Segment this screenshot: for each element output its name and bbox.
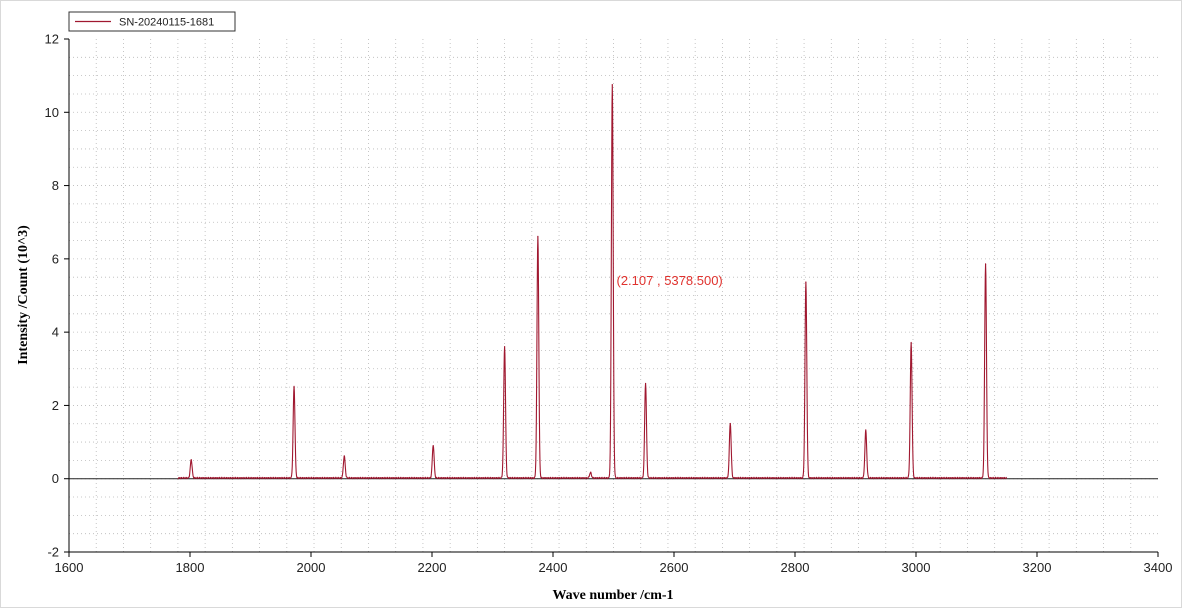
peak-point	[910, 342, 912, 344]
x-axis-title: Wave number /cm-1	[552, 588, 673, 603]
y-tick-label: 4	[52, 325, 59, 340]
y-tick-label: 12	[45, 32, 59, 47]
x-tick-label: 1600	[55, 560, 84, 575]
ticks: 1600 1800 2000 2200 2400 2600 2800 3000 3200 3400…	[45, 32, 1173, 576]
y-tick-label: 6	[52, 251, 59, 266]
x-tick-label: 3200	[1023, 560, 1052, 575]
legend[interactable]: SN-20240115-1681	[68, 11, 236, 32]
peak-point	[293, 386, 295, 388]
x-tick-label: 2800	[781, 560, 810, 575]
peak-point	[432, 445, 434, 447]
peak-point	[644, 382, 647, 385]
y-tick-label: 2	[52, 398, 59, 413]
peak-point	[984, 263, 987, 265]
spectrum-line[interactable]	[177, 84, 1008, 480]
axes	[68, 39, 1158, 553]
peak-point	[343, 456, 345, 458]
peak-point	[504, 346, 506, 348]
x-tick-label: 2000	[297, 560, 326, 575]
annotation-layer: (2.107 , 5378.500)	[617, 273, 723, 288]
y-tick-label: 10	[45, 105, 59, 120]
peak-point	[729, 423, 731, 425]
y-tick-label: 8	[52, 178, 59, 193]
series-layer	[177, 84, 1008, 480]
x-tick-label: 1800	[176, 560, 205, 575]
y-axis-title: Intensity /Count (10^3)	[16, 225, 31, 365]
x-tick-label: 3000	[902, 560, 931, 575]
x-tick-label: 3400	[1144, 560, 1173, 575]
y-tick-label: -2	[47, 545, 59, 560]
peak-point	[537, 236, 539, 238]
legend-label: SN-20240115-1681	[119, 17, 214, 29]
peak-point	[805, 282, 807, 284]
peak-point	[865, 430, 867, 432]
peak-point	[611, 84, 613, 86]
legend-box	[68, 11, 236, 32]
cursor-readout-annotation: (2.107 , 5378.500)	[617, 273, 723, 288]
x-tick-label: 2200	[418, 560, 447, 575]
x-tick-label: 2400	[539, 560, 568, 575]
peak-point	[190, 459, 192, 461]
y-tick-label: 0	[52, 471, 59, 486]
peak-point	[589, 472, 592, 474]
x-tick-label: 2600	[660, 560, 689, 575]
